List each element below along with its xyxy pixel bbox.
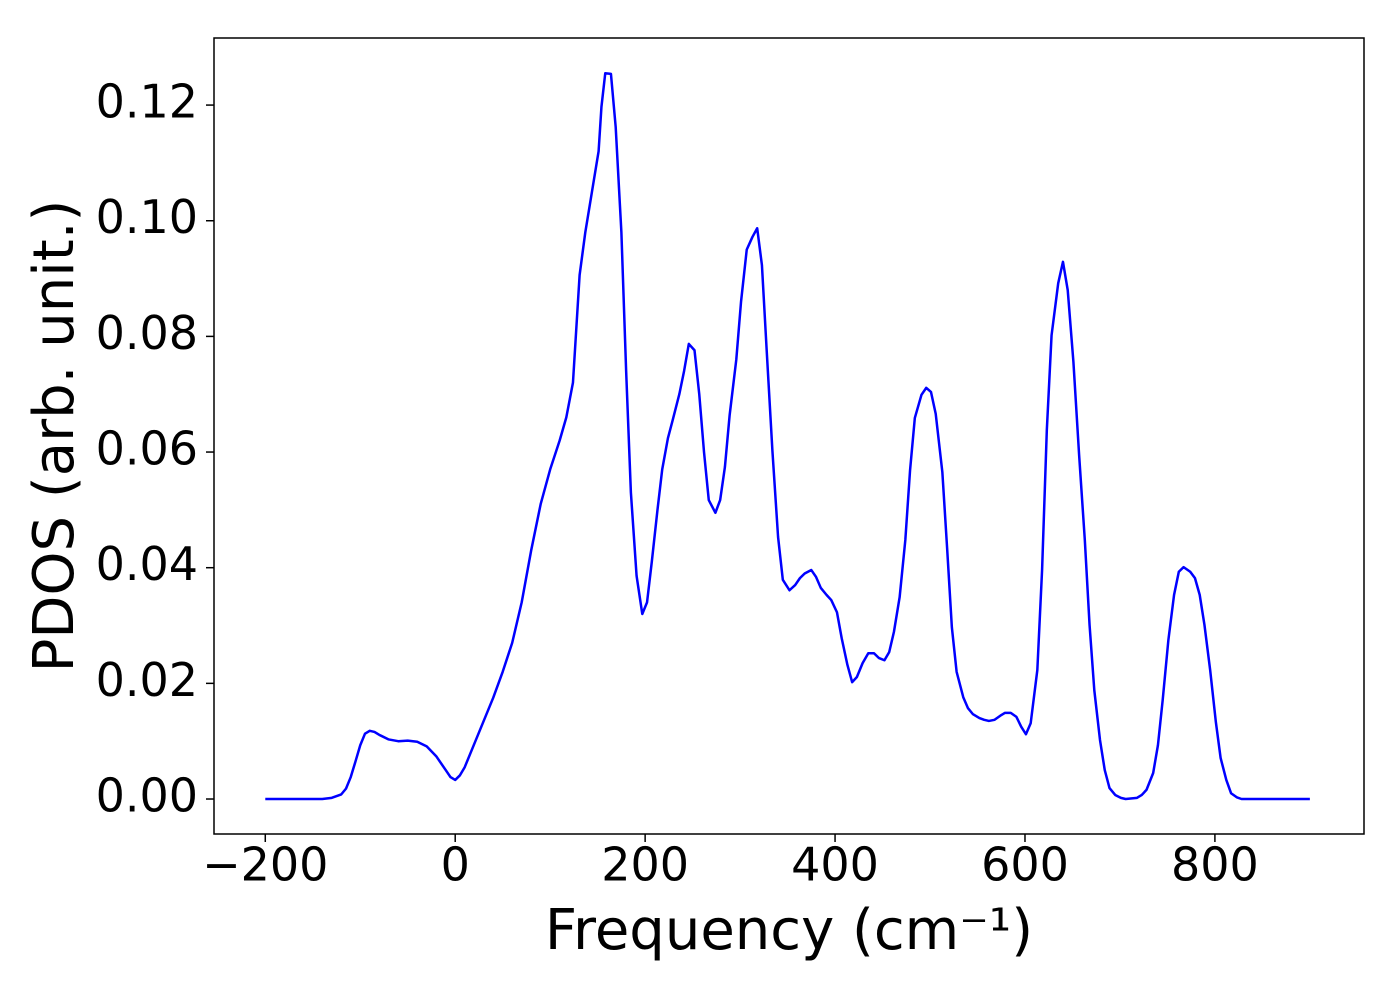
y-tick-label: 0.02	[96, 653, 198, 707]
y-tick-label: 0.12	[96, 75, 198, 129]
x-tick-label: 600	[981, 838, 1069, 892]
x-tick-label: −200	[202, 838, 328, 892]
y-tick-label: 0.00	[96, 769, 198, 823]
x-tick-label: 400	[791, 838, 879, 892]
y-tick-label: 0.08	[96, 306, 198, 360]
data-line	[265, 72, 1310, 801]
x-tick-label: 200	[601, 838, 689, 892]
x-axis-label: Frequency (cm⁻¹)	[545, 898, 1033, 963]
x-tick-label: 800	[1171, 838, 1259, 892]
y-tick-label: 0.06	[96, 422, 198, 476]
y-axis-label: PDOS (arb. unit.)	[22, 200, 87, 673]
y-tick-label: 0.10	[96, 190, 198, 244]
y-tick-label: 0.04	[96, 537, 198, 591]
x-tick-label: 0	[441, 838, 470, 892]
plot-frame	[213, 37, 1365, 835]
